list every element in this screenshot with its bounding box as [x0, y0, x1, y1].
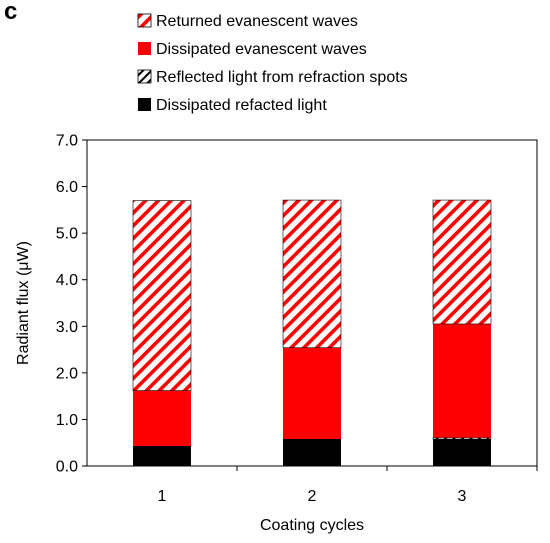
axes: 0.0 1.0 2.0 3.0 4.0 5.0 6.0 7.0 1 2 3 Coating cycle…	[15, 133, 538, 534]
y-tick-label: 2.0	[56, 365, 78, 382]
legend-label: Dissipated refacted light	[156, 97, 327, 114]
plot-area	[132, 199, 492, 466]
legend-label: Dissipated evanescent waves	[156, 41, 367, 58]
x-tick-label: 1	[158, 488, 167, 505]
legend-swatch	[137, 13, 152, 28]
bar-segment-1-cycle-2	[283, 438, 341, 466]
x-axis-title: Coating cycles	[260, 517, 364, 534]
legend-swatch	[138, 98, 151, 111]
legend-swatch	[137, 69, 152, 84]
y-tick-label: 5.0	[56, 226, 78, 243]
bar-segment-4-cycle-1	[132, 200, 192, 391]
legend-label: Reflected light from refraction spots	[156, 69, 408, 86]
bar-segment-1-cycle-3	[433, 438, 491, 466]
bar-segment-3-cycle-3	[433, 323, 491, 438]
y-tick-label: 0.0	[56, 459, 78, 476]
y-tick-label: 1.0	[56, 412, 78, 429]
y-axis-title: Radiant flux (μW)	[15, 241, 32, 365]
legend: Returned evanescent waves Dissipated evan…	[137, 13, 408, 114]
y-tick-label: 3.0	[56, 319, 78, 336]
bar-segment-1-cycle-1	[133, 445, 191, 466]
y-tick-label: 6.0	[56, 179, 78, 196]
x-tick-label: 3	[458, 488, 467, 505]
bar-segment-4-cycle-3	[432, 199, 492, 325]
legend-swatch	[138, 42, 151, 55]
x-tick-label: 2	[308, 488, 317, 505]
plot-frame	[86, 139, 538, 467]
y-tick-label: 7.0	[56, 133, 78, 150]
bar-segment-3-cycle-1	[133, 390, 191, 446]
y-tick-label: 4.0	[56, 272, 78, 289]
bar-segment-3-cycle-2	[283, 347, 341, 439]
bar-segment-2-cycle-3	[432, 437, 492, 440]
bar-segment-4-cycle-2	[282, 199, 342, 349]
legend-label: Returned evanescent waves	[156, 13, 358, 30]
panel-label: c	[4, 0, 18, 25]
